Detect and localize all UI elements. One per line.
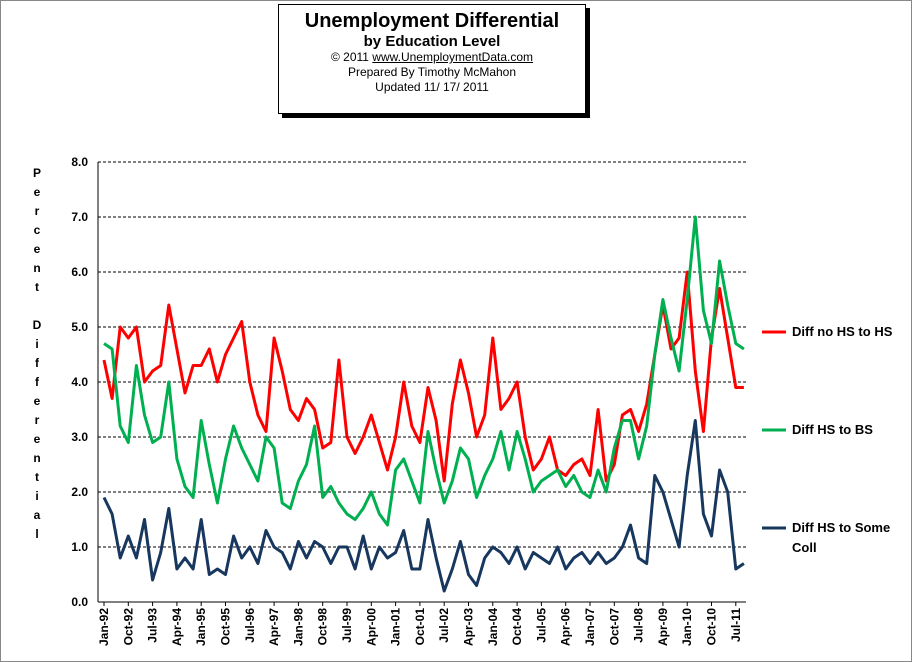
legend-label: Diff no HS to HS bbox=[792, 324, 893, 339]
y-tick-label: 3.0 bbox=[71, 430, 88, 444]
x-tick-label: Oct-01 bbox=[413, 608, 427, 646]
y-tick-label: 5.0 bbox=[71, 320, 88, 334]
x-tick-label: Jul-96 bbox=[243, 608, 257, 643]
x-tick-label: Jul-99 bbox=[340, 608, 354, 643]
x-tick-label: Jul-93 bbox=[146, 608, 160, 643]
legend-label: Diff HS to Some Coll bbox=[792, 520, 891, 555]
author: Prepared By Timothy McMahon bbox=[347, 65, 517, 79]
x-tick-label: Oct-07 bbox=[607, 608, 621, 646]
copyright-text: © 2011 bbox=[330, 50, 369, 64]
x-tick-label: Oct-92 bbox=[121, 608, 135, 646]
y-tick-label: 8.0 bbox=[71, 155, 88, 169]
y-tick-label: 7.0 bbox=[71, 210, 88, 224]
y-tick-label: 6.0 bbox=[71, 265, 88, 279]
chart-subtitle: by Education Level bbox=[363, 33, 501, 50]
x-tick-label: Oct-10 bbox=[705, 608, 719, 646]
y-tick-label: 2.0 bbox=[71, 485, 88, 499]
y-tick-label: 0.0 bbox=[71, 595, 88, 609]
x-tick-label: Apr-09 bbox=[656, 608, 670, 646]
x-tick-label: Jan-01 bbox=[389, 608, 403, 646]
y-axis-label: Percent Differential bbox=[30, 166, 44, 546]
x-tick-label: Jan-92 bbox=[97, 608, 111, 646]
x-tick-label: Oct-04 bbox=[510, 608, 524, 646]
x-tick-label: Apr-94 bbox=[170, 608, 184, 646]
chart-title: Unemployment Differential bbox=[304, 10, 560, 32]
title-box: Unemployment Differential by Education L… bbox=[278, 4, 586, 114]
x-tick-label: Jul-11 bbox=[729, 608, 743, 642]
legend-label: Diff HS to BS bbox=[792, 422, 873, 437]
x-tick-label: Jan-98 bbox=[291, 608, 305, 646]
x-tick-label: Jul-08 bbox=[632, 608, 646, 643]
y-tick-label: 4.0 bbox=[71, 375, 88, 389]
x-tick-label: Jan-04 bbox=[486, 608, 500, 646]
x-tick-label: Oct-98 bbox=[316, 608, 330, 646]
x-tick-label: Oct-95 bbox=[219, 608, 233, 646]
source-link[interactable]: www.UnemploymentData.com bbox=[372, 50, 534, 64]
series-line bbox=[102, 270, 744, 483]
series-line bbox=[103, 215, 745, 527]
x-tick-label: Jul-02 bbox=[437, 608, 451, 643]
x-tick-label: Jan-10 bbox=[680, 608, 694, 646]
series-line bbox=[102, 419, 745, 593]
x-tick-label: Apr-00 bbox=[364, 608, 378, 646]
x-tick-label: Jan-07 bbox=[583, 608, 597, 646]
x-tick-label: Apr-97 bbox=[267, 608, 281, 646]
x-tick-label: Apr-06 bbox=[559, 608, 573, 646]
x-tick-label: Jan-95 bbox=[194, 608, 208, 646]
x-tick-label: Jul-05 bbox=[534, 608, 548, 643]
y-tick-label: 1.0 bbox=[71, 540, 88, 554]
updated: Updated 11/ 17/ 2011 bbox=[375, 80, 489, 94]
x-tick-label: Apr-03 bbox=[462, 608, 476, 646]
copyright: © 2011 www.UnemploymentData.com bbox=[279, 50, 585, 65]
